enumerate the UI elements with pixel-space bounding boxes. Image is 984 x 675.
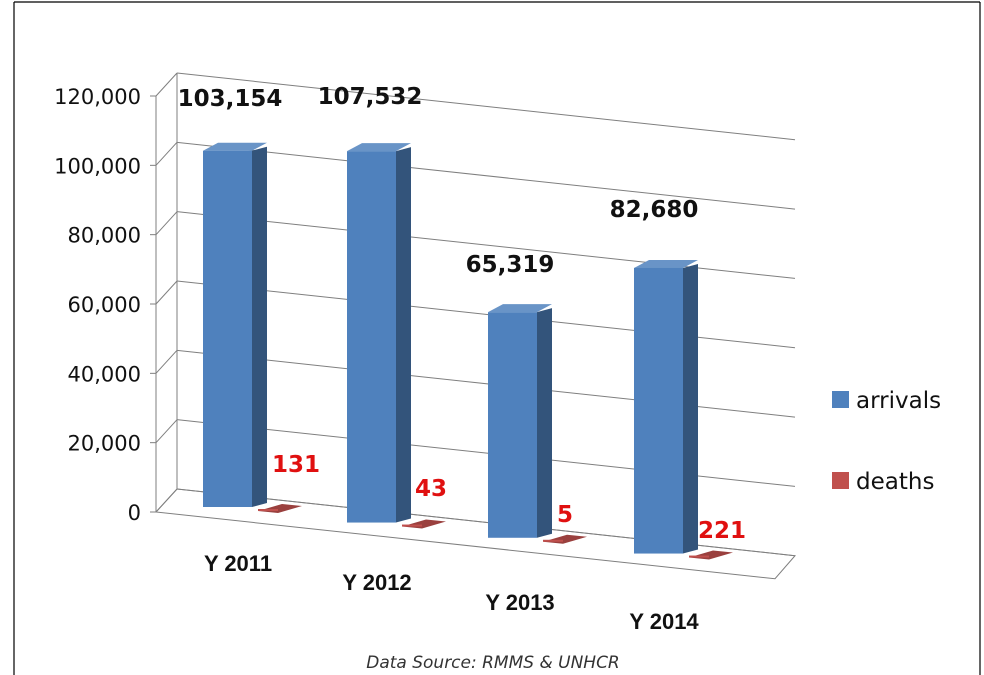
x-category-label: Y 2011: [204, 551, 272, 576]
x-category-label: Y 2013: [485, 590, 554, 615]
data-label-arrivals: 107,532: [318, 84, 423, 110]
data-label-deaths: 43: [415, 476, 447, 502]
bar-deaths: [258, 504, 302, 513]
bar-arrivals-top: [347, 143, 411, 152]
axes: [154, 73, 797, 580]
gridline-side: [155, 349, 178, 374]
y-tick-label: 80,000: [68, 224, 141, 248]
gridline: [176, 419, 796, 487]
bar-arrivals: [203, 150, 252, 508]
x-category-label: Y 2014: [629, 609, 699, 634]
bar-arrivals: [488, 312, 537, 538]
y-axis-ticks: 0 20,000 40,000 60,000 80,000 100,000 120,000: [54, 85, 141, 525]
bar-arrivals-top: [488, 304, 552, 313]
bar-arrivals-side: [537, 308, 552, 538]
data-label-deaths: 131: [272, 452, 320, 478]
bar-deaths-front: [689, 555, 709, 558]
gridline: [176, 141, 796, 210]
bar-deaths: [543, 534, 587, 544]
data-label-arrivals: 65,319: [466, 252, 555, 278]
bar-arrivals: [634, 267, 683, 554]
x-axis-categories: Y 2011 Y 2012 Y 2013 Y 2014: [204, 551, 699, 634]
data-label-deaths: 5: [557, 502, 573, 528]
bar-deaths: [689, 550, 733, 560]
legend-swatch-arrivals: [832, 391, 849, 408]
bar-deaths-front: [258, 509, 278, 511]
bar-arrivals-top: [203, 142, 267, 151]
y-tick-label: 0: [128, 501, 141, 525]
bar-arrivals-side: [396, 147, 411, 523]
gridline: [176, 72, 796, 141]
gridline-side: [155, 72, 178, 97]
gridline-side: [155, 141, 178, 166]
data-label-deaths: 221: [698, 518, 746, 544]
gridline-side: [155, 280, 178, 305]
bar-arrivals-side: [252, 146, 267, 508]
legend: arrivals deaths: [832, 388, 941, 495]
legend-label-arrivals: arrivals: [856, 388, 941, 414]
floor-outline: [154, 488, 797, 580]
gridline-side: [155, 419, 178, 444]
data-source-note: Data Source: RMMS & UNHCR: [366, 653, 620, 673]
gridline-side: [155, 211, 178, 236]
bar-arrivals: [347, 151, 396, 523]
bar-arrivals-top: [634, 259, 698, 268]
gridline: [176, 349, 796, 418]
data-label-arrivals: 82,680: [610, 197, 699, 223]
bar-deaths: [402, 519, 446, 529]
bar-deaths-front: [402, 524, 422, 527]
bar-arrivals-side: [683, 263, 698, 554]
legend-label-deaths: deaths: [856, 469, 934, 495]
bar-deaths-front: [543, 539, 563, 542]
data-labels: 103,154 131 107,532 43 65,319 5 82,680 221: [178, 84, 746, 544]
bars: [203, 142, 733, 560]
y-tick-label: 20,000: [68, 432, 141, 456]
x-category-label: Y 2012: [342, 570, 411, 595]
data-label-arrivals: 103,154: [178, 86, 283, 112]
y-tick-label: 120,000: [54, 85, 141, 109]
y-tick-label: 60,000: [68, 293, 141, 317]
y-tick-label: 40,000: [68, 362, 141, 386]
y-tick-label: 100,000: [54, 154, 141, 178]
gridline: [176, 280, 796, 349]
legend-swatch-deaths: [832, 472, 849, 489]
